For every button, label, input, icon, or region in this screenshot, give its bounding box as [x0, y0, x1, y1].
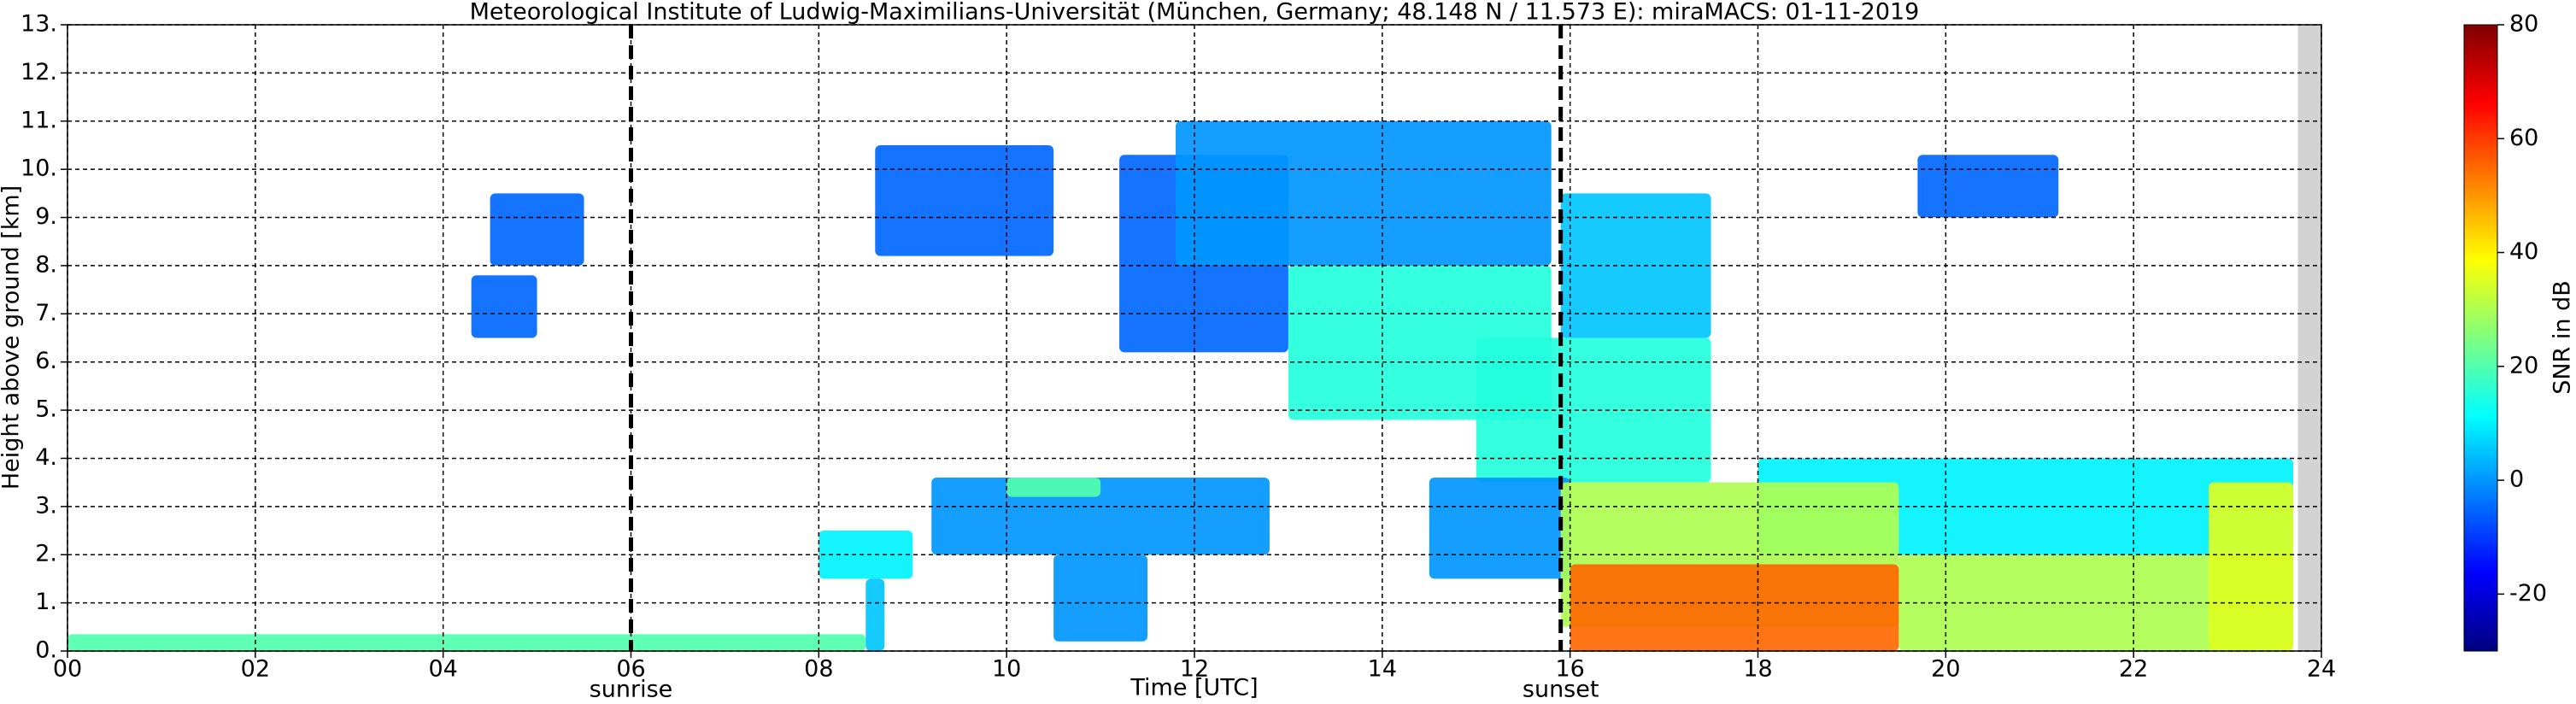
snr-region	[1429, 478, 1570, 579]
y-tick-label: 0.	[35, 637, 57, 664]
colorbar-tick-label: -20	[2509, 580, 2547, 607]
snr-region	[67, 634, 866, 651]
x-tick-label: 08	[804, 656, 833, 683]
y-tick-label: 9.	[35, 203, 57, 230]
snr-region	[2209, 482, 2294, 651]
x-tick-label: 00	[53, 656, 82, 683]
y-tick-label: 3.	[35, 492, 57, 519]
snr-region	[1570, 564, 1899, 651]
snr-region	[1898, 554, 2294, 651]
snr-region	[1053, 554, 1148, 642]
x-tick-label: 02	[241, 656, 270, 683]
snr-region	[1176, 120, 1552, 266]
y-tick-label: 11.	[21, 107, 57, 133]
sun-label: sunrise	[590, 677, 673, 703]
y-tick-label: 13.	[21, 11, 57, 38]
colorbar-tick-label: 80	[2509, 11, 2538, 38]
sun-label: sunset	[1523, 677, 1599, 703]
x-tick-label: 22	[2119, 656, 2148, 683]
x-tick-label: 20	[1931, 656, 1960, 683]
chart-title: Meteorological Institute of Ludwig-Maxim…	[470, 0, 1920, 26]
snr-region	[819, 531, 913, 579]
x-tick-label: 14	[1368, 656, 1397, 683]
x-tick-label: 06	[616, 656, 645, 683]
plot-area	[67, 25, 2321, 651]
colorbar	[2463, 24, 2498, 652]
y-tick-label: 1.	[35, 589, 57, 615]
snr-region	[490, 193, 584, 266]
y-tick-label: 7.	[35, 300, 57, 326]
x-tick-label: 18	[1743, 656, 1772, 683]
y-tick-label: 6.	[35, 348, 57, 374]
x-tick-label: 04	[428, 656, 457, 683]
snr-region	[1006, 478, 1101, 497]
y-tick-label: 10.	[21, 155, 57, 182]
y-tick-label: 12.	[21, 59, 57, 85]
colorbar-tick-label: 0	[2509, 466, 2524, 493]
snr-region	[866, 578, 885, 651]
snr-region	[471, 275, 537, 338]
x-tick-label: 12	[1180, 656, 1209, 683]
y-axis-label: Height above ground [km]	[0, 185, 25, 490]
snr-region	[1560, 193, 1711, 338]
x-axis-label: Time [UTC]	[1130, 675, 1258, 701]
y-tick-label: 4.	[35, 444, 57, 471]
y-tick-label: 2.	[35, 541, 57, 567]
colorbar-tick-label: 60	[2509, 125, 2538, 151]
y-tick-label: 8.	[35, 251, 57, 278]
snr-region	[875, 144, 1054, 256]
snr-region	[1917, 155, 2059, 218]
plot-frame	[67, 24, 2322, 652]
x-tick-label: 16	[1555, 656, 1584, 683]
no-data-strip	[2297, 25, 2321, 651]
y-tick-label: 5.	[35, 396, 57, 423]
colorbar-label: SNR in dB	[2550, 280, 2576, 395]
colorbar-tick-label: 20	[2509, 352, 2538, 378]
x-tick-label: 24	[2307, 656, 2336, 683]
x-tick-label: 10	[992, 656, 1021, 683]
colorbar-tick-label: 40	[2509, 238, 2538, 265]
